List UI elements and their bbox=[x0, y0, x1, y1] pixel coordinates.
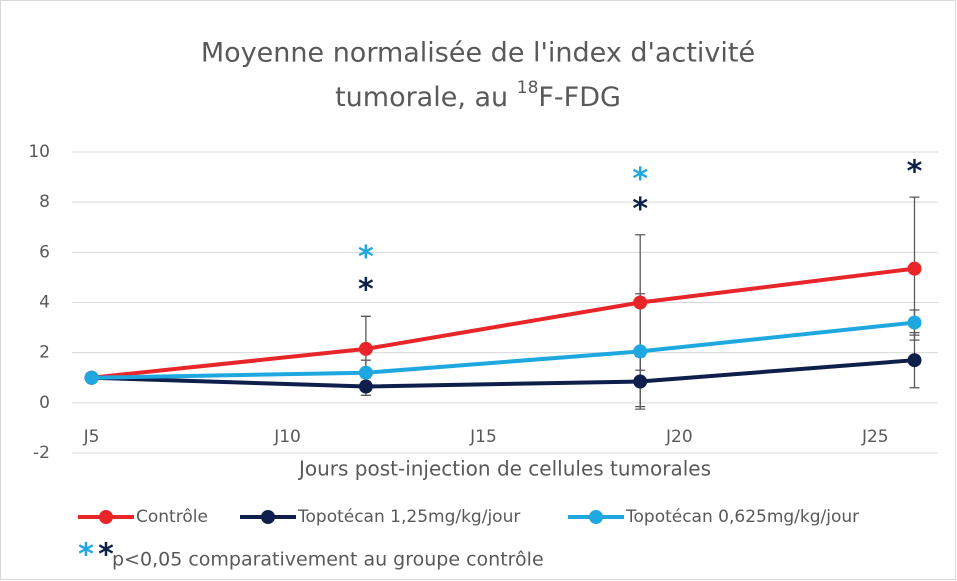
point bbox=[907, 315, 922, 330]
point bbox=[84, 370, 99, 385]
legend-label: Contrôle bbox=[136, 507, 208, 527]
y-tick-label: 4 bbox=[39, 293, 50, 313]
significance-mark: * bbox=[632, 192, 648, 227]
footnote-symbol: * bbox=[78, 538, 94, 573]
x-tick-label: J10 bbox=[273, 427, 301, 447]
significance-mark: * bbox=[907, 155, 923, 190]
x-axis-title: Jours post-injection de cellules tumoral… bbox=[297, 457, 711, 481]
y-tick-label: 6 bbox=[39, 242, 50, 262]
significance-mark: * bbox=[632, 162, 648, 197]
series-line bbox=[91, 358, 915, 389]
title-part: F-FDG bbox=[538, 82, 621, 113]
significance-mark: * bbox=[358, 272, 374, 307]
series-line bbox=[91, 320, 915, 380]
x-tick-label: J15 bbox=[469, 427, 497, 447]
point bbox=[633, 295, 648, 310]
point bbox=[907, 353, 922, 368]
legend-marker bbox=[589, 510, 603, 524]
point bbox=[633, 344, 648, 359]
title-superscript: 18 bbox=[517, 78, 539, 98]
title-part: tumorale, au bbox=[335, 82, 517, 113]
point bbox=[633, 374, 648, 389]
legend-marker bbox=[99, 510, 113, 524]
series-line bbox=[91, 266, 915, 380]
y-tick-label: 10 bbox=[28, 142, 50, 162]
legend-label: Topotécan 0,625mg/kg/jour bbox=[625, 507, 859, 527]
point bbox=[358, 365, 373, 380]
footnote-symbol: * bbox=[98, 538, 114, 573]
point bbox=[907, 261, 922, 276]
significance-mark: * bbox=[358, 240, 374, 275]
x-tick-label: J20 bbox=[665, 427, 693, 447]
chart-title: Moyenne normalisée de l'index d'activité bbox=[201, 38, 755, 69]
x-tick-label: J25 bbox=[861, 427, 889, 447]
point bbox=[358, 341, 373, 356]
legend-marker bbox=[261, 510, 275, 524]
legend-label: Topotécan 1,25mg/kg/jour bbox=[297, 507, 520, 527]
y-tick-label: -2 bbox=[33, 443, 50, 463]
x-tick-label: J5 bbox=[83, 427, 100, 447]
y-tick-label: 8 bbox=[39, 192, 50, 212]
point bbox=[358, 379, 373, 394]
footnote: p<0,05 comparativement au groupe contrôl… bbox=[112, 549, 544, 571]
chart-title: tumorale, au 18F-FDG bbox=[335, 78, 621, 113]
y-tick-label: 2 bbox=[39, 343, 50, 363]
y-tick-label: 0 bbox=[39, 393, 50, 413]
